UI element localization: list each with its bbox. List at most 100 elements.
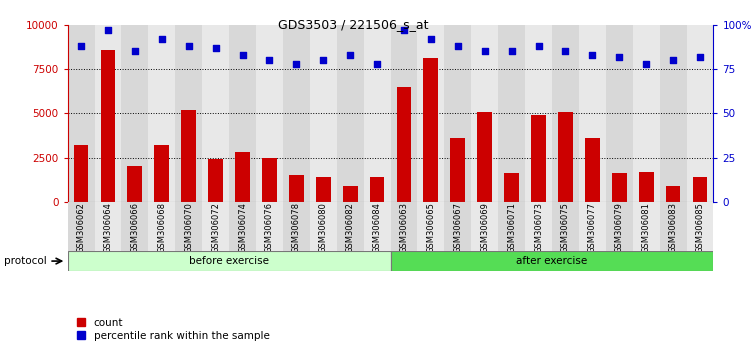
Bar (391, 251, 713, 271)
Bar (208, 159, 223, 202)
Bar (606, 202, 632, 253)
Point (75, 43, 87, 49)
Bar (686, 25, 713, 202)
Bar (181, 110, 196, 202)
Point (425, 36, 437, 42)
Text: GSM306068: GSM306068 (157, 202, 166, 253)
Bar (68, 202, 95, 253)
Bar (336, 25, 363, 202)
Bar (289, 175, 303, 202)
Point (182, 43, 195, 49)
Bar (397, 87, 412, 202)
Bar (309, 202, 336, 253)
Point (559, 48, 572, 54)
Bar (504, 173, 519, 202)
Point (317, 57, 329, 63)
Text: GSM306084: GSM306084 (372, 202, 382, 253)
Text: GSM306069: GSM306069 (480, 202, 489, 253)
Point (452, 43, 464, 49)
Text: GSM306062: GSM306062 (77, 202, 86, 253)
Bar (424, 58, 439, 202)
Point (371, 61, 383, 67)
Bar (445, 25, 472, 202)
Bar (202, 25, 229, 202)
Point (614, 54, 626, 59)
Bar (391, 25, 418, 202)
Text: GDS3503 / 221506_s_at: GDS3503 / 221506_s_at (278, 18, 428, 31)
Point (237, 52, 249, 58)
Point (264, 57, 276, 63)
Bar (692, 177, 707, 202)
Bar (342, 186, 357, 202)
Bar (202, 202, 229, 253)
Bar (472, 25, 498, 202)
Bar (369, 177, 385, 202)
Bar (639, 172, 653, 202)
Point (129, 48, 141, 54)
Bar (391, 202, 418, 253)
Bar (309, 25, 336, 202)
Point (694, 54, 706, 59)
Point (587, 52, 599, 58)
Bar (498, 25, 525, 202)
Bar (229, 202, 256, 253)
Text: after exercise: after exercise (517, 256, 587, 266)
Bar (68, 25, 95, 202)
Text: GSM306079: GSM306079 (615, 202, 624, 253)
Point (210, 45, 222, 51)
Bar (101, 50, 116, 202)
Bar (498, 202, 525, 253)
Text: GSM306067: GSM306067 (454, 202, 463, 253)
Point (291, 61, 303, 67)
Point (398, 27, 410, 33)
Bar (418, 202, 445, 253)
Bar (632, 202, 659, 253)
Bar (418, 25, 445, 202)
Text: protocol: protocol (4, 256, 47, 266)
Bar (632, 25, 659, 202)
Text: GSM306065: GSM306065 (427, 202, 436, 253)
Text: GSM306074: GSM306074 (238, 202, 247, 253)
Text: GSM306063: GSM306063 (400, 202, 409, 253)
Bar (74, 145, 89, 202)
Bar (552, 202, 579, 253)
Text: GSM306077: GSM306077 (588, 202, 597, 253)
Bar (128, 166, 142, 202)
Bar (445, 202, 472, 253)
Bar (283, 202, 309, 253)
Point (102, 27, 114, 33)
Bar (175, 25, 202, 202)
Point (344, 52, 356, 58)
Bar (585, 138, 600, 202)
Bar (525, 202, 552, 253)
Bar (283, 25, 309, 202)
Bar (558, 112, 573, 202)
Point (478, 48, 490, 54)
Text: GSM306073: GSM306073 (534, 202, 543, 253)
Text: GSM306075: GSM306075 (561, 202, 570, 253)
Text: GSM306080: GSM306080 (318, 202, 327, 253)
Point (155, 36, 167, 42)
Bar (531, 115, 546, 202)
Bar (579, 25, 606, 202)
Bar (552, 25, 579, 202)
Bar (579, 202, 606, 253)
Bar (612, 173, 626, 202)
Bar (451, 138, 465, 202)
Bar (149, 202, 175, 253)
Bar (316, 177, 330, 202)
Bar (472, 202, 498, 253)
Bar (525, 25, 552, 202)
Bar (229, 25, 256, 202)
Bar (659, 25, 686, 202)
Text: GSM306071: GSM306071 (507, 202, 516, 253)
Point (505, 48, 517, 54)
Text: before exercise: before exercise (189, 256, 269, 266)
Text: GSM306064: GSM306064 (104, 202, 113, 253)
Bar (95, 202, 122, 253)
Bar (363, 202, 391, 253)
Bar (262, 158, 277, 202)
Bar (235, 152, 250, 202)
Bar (606, 25, 632, 202)
Bar (256, 25, 283, 202)
